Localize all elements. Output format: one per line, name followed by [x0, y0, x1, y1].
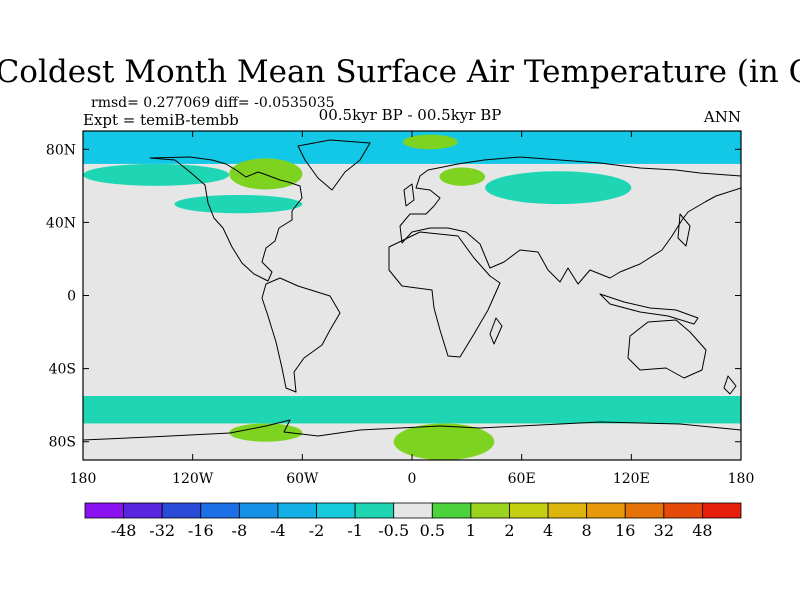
- lon-tick-label: 180: [70, 471, 97, 487]
- lat-tick-label: 40S: [49, 362, 76, 378]
- colorbar: -48 -32 -16 -8 -4 -2 -1 -0.5 0.5 1 2 4 8 16 32 48: [84, 502, 742, 540]
- colorbar-level-label: -16: [188, 521, 214, 540]
- colorbar-level-label: -0.5: [378, 521, 409, 540]
- anomaly-region-4: [439, 167, 486, 186]
- colorbar-level-label: 0.5: [420, 521, 445, 540]
- anomaly-region-2: [229, 158, 303, 190]
- lon-tick-label: 0: [408, 471, 417, 487]
- colorbar-box: [431, 502, 472, 519]
- eurasia-coast: [399, 156, 741, 285]
- lat-tick-label: 80N: [46, 142, 76, 158]
- colorbar-level-label: -48: [111, 521, 137, 540]
- australia-coast: [627, 319, 707, 379]
- map-area: [83, 131, 741, 460]
- lat-tick-label: 80S: [49, 435, 76, 451]
- experiment-label: Expt = temiB-tembb: [83, 111, 239, 129]
- south-america-coast: [261, 277, 341, 393]
- colorbar-level-label: 32: [654, 521, 674, 540]
- colorbar-level-label: 2: [504, 521, 514, 540]
- colorbar-box: [547, 502, 588, 519]
- colorbar-level-label: -8: [232, 521, 248, 540]
- lat-tick-label: 40N: [46, 215, 76, 231]
- japan-coast: [677, 213, 691, 247]
- colorbar-box: [470, 502, 510, 519]
- new-zealand-coast: [723, 375, 737, 395]
- coastlines: [83, 139, 741, 441]
- colorbar-level-label: 1: [466, 521, 476, 540]
- africa-coast: [388, 231, 501, 358]
- colorbar-level-label: 8: [582, 521, 592, 540]
- colorbar-level-label: 16: [615, 521, 635, 540]
- anomaly-region-7: [83, 396, 741, 424]
- anomaly-region-9: [229, 423, 303, 442]
- lon-tick-label: 60W: [286, 471, 319, 487]
- lon-tick-label: 180: [728, 471, 755, 487]
- anomaly-region-1: [83, 163, 230, 186]
- colorbar-box: [161, 502, 202, 519]
- colorbar-box: [123, 502, 163, 519]
- colorbar-level-label: 4: [543, 521, 553, 540]
- colorbar-level-label: -4: [270, 521, 286, 540]
- season-label: ANN: [703, 108, 741, 126]
- axes: 180 120W 60W 0 60E 120E 180 80N 40N 0 40S 80S: [46, 131, 754, 487]
- colorbar-box: [316, 502, 356, 519]
- chart-title: Coldest Month Mean Surface Air Temperatu…: [0, 54, 800, 90]
- lat-tick-label: 0: [67, 289, 76, 305]
- antarctica-coast: [83, 419, 741, 441]
- colorbar-box: [663, 502, 703, 519]
- period-label: 00.5kyr BP - 00.5kyr BP: [319, 106, 502, 124]
- colorbar-box: [354, 502, 395, 519]
- colorbar-level-label: 48: [692, 521, 712, 540]
- indonesia-coast: [599, 293, 699, 325]
- colorbar-box: [393, 502, 433, 519]
- stats-label: rmsd= 0.277069 diff= -0.0535035: [91, 95, 335, 111]
- lon-tick-label: 120E: [613, 471, 650, 487]
- anomaly-region-8: [393, 423, 495, 460]
- colorbar-level-label: -32: [149, 521, 175, 540]
- colorbar-box: [624, 502, 665, 519]
- anomaly-region-5: [485, 171, 632, 205]
- colorbar-level-label: -2: [309, 521, 325, 540]
- lon-tick-label: 60E: [508, 471, 536, 487]
- colorbar-box: [277, 502, 317, 519]
- colorbar-box: [509, 502, 549, 519]
- anomaly-region-3: [402, 134, 458, 150]
- madagascar-coast: [489, 317, 503, 345]
- britain-coast: [403, 183, 415, 207]
- colorbar-box: [586, 502, 626, 519]
- colorbar-box: [200, 502, 240, 519]
- anomaly-region-6: [174, 194, 303, 214]
- colorbar-box: [238, 502, 279, 519]
- north-america-coast: [149, 156, 303, 282]
- colorbar-box: [84, 502, 124, 519]
- colorbar-box: [702, 502, 742, 519]
- lon-tick-label: 120W: [172, 471, 214, 487]
- colorbar-level-label: -1: [347, 521, 363, 540]
- greenland-coast: [297, 139, 371, 191]
